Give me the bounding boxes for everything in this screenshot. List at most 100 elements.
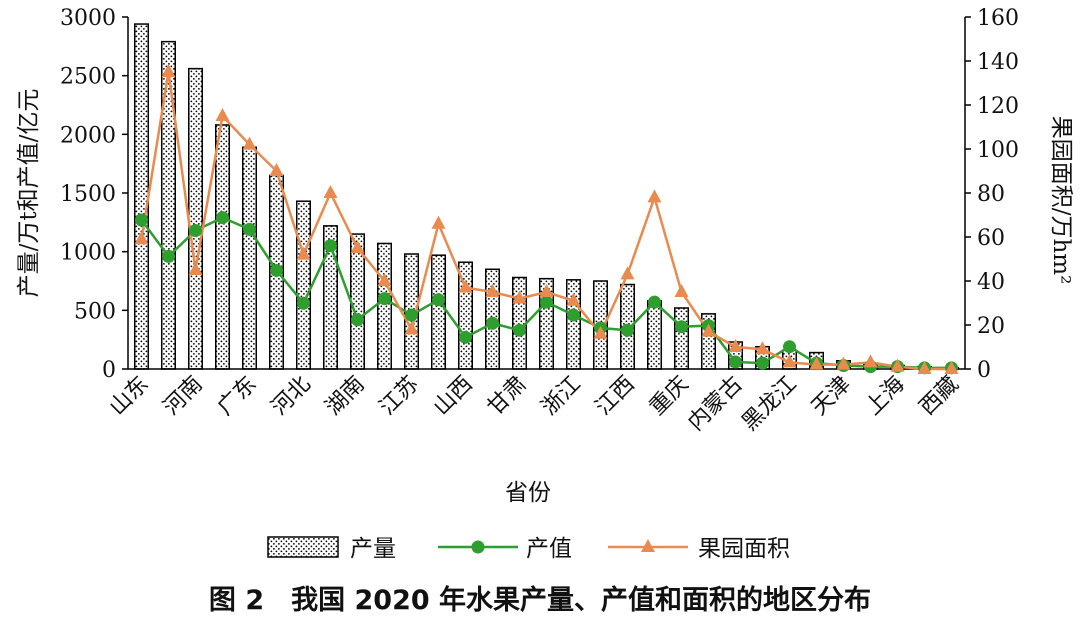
bar-output [377,242,392,370]
marker-orchard-area [809,356,824,370]
x-tick-label: 内蒙古 [683,372,747,436]
marker-orchard-area [242,136,257,150]
marker-orchard-area [890,358,905,372]
y-tick-label-left: 2000 [60,123,116,148]
y-tick-label-left: 500 [74,299,116,324]
marker-value [135,213,148,227]
legend-swatch-bar [267,536,339,558]
marker-orchard-area [512,290,527,304]
marker-value [756,356,769,370]
marker-orchard-area [269,163,284,176]
marker-value [243,222,256,236]
marker-value [351,313,364,327]
marker-orchard-area [620,266,635,280]
marker-value [729,355,742,369]
marker-value [189,224,202,238]
marker-orchard-area [647,189,662,203]
marker-orchard-area [674,284,689,297]
marker-orchard-area [188,262,203,275]
x-tick-label: 西藏 [915,372,964,421]
marker-value [297,296,310,310]
marker-orchard-area [917,361,932,374]
marker-value [486,316,499,330]
y-tick-label-left: 1500 [60,182,116,207]
bar-output [242,146,257,370]
x-tick-label: 湖南 [321,372,370,421]
marker-value [405,308,418,322]
marker-orchard-area [431,215,446,229]
x-tick-label: 江西 [591,372,640,421]
x-tick-label: 甘肃 [483,372,532,421]
y-tick-label-left: 0 [102,358,116,383]
legend: 产量 产值 果园面积 [267,536,790,562]
marker-value [432,293,445,307]
marker-orchard-area [458,279,473,293]
x-axis-title: 省份 [505,480,551,506]
bar-output [431,254,446,370]
plot-area: 0 500 1000 1500 2000 2500 3000 0 20 40 60 80 100 120 1… [60,6,1019,436]
marker-orchard-area [593,325,608,339]
marker-orchard-area [566,292,581,306]
marker-orchard-area [701,323,716,337]
y-axis-left-title: 产量/万t和产值/亿元 [16,89,42,298]
marker-value [567,308,580,322]
bar-output [647,300,662,370]
y-tick-label-left: 3000 [60,6,116,31]
marker-value [648,295,661,309]
y-tick-label-left: 1000 [60,241,116,266]
bar-output [134,23,149,370]
marker-value [459,330,472,344]
legend-swatch-area-marker [641,539,655,552]
marker-orchard-area [485,284,500,297]
legend-label-value: 产值 [526,536,572,562]
bar-output [215,124,230,370]
chart: 0 500 1000 1500 2000 2500 3000 0 20 40 60 80 100 120 1… [16,6,1074,562]
marker-value [270,263,283,277]
y-tick-label-right: 100 [977,138,1019,163]
x-tick-label: 河北 [267,372,316,421]
marker-orchard-area [539,284,554,297]
marker-value [675,320,688,334]
marker-orchard-area [728,339,743,352]
y-tick-label-right: 80 [977,182,1005,207]
y-axis-right-title: 果园面积/万hm² [1048,116,1074,285]
marker-orchard-area [296,246,311,260]
marker-orchard-area [755,341,770,355]
legend-swatch-value-marker [471,540,485,554]
legend-label-area: 果园面积 [698,536,790,562]
legend-label-output: 产量 [350,536,396,562]
marker-value [621,323,634,337]
marker-value [783,340,796,354]
y-tick-label-right: 60 [977,226,1005,251]
marker-orchard-area [350,240,365,253]
bar-output [674,307,689,370]
marker-orchard-area [836,356,851,370]
marker-orchard-area [404,321,419,335]
y-tick-label-right: 120 [977,94,1019,119]
x-tick-label: 浙江 [537,372,586,421]
marker-value [378,292,391,306]
marker-value [216,211,229,225]
y-tick-label-right: 140 [977,50,1019,75]
marker-orchard-area [377,273,392,286]
x-tick-label: 重庆 [645,372,694,421]
y-tick-label-right: 160 [977,6,1019,31]
x-tick-label: 上海 [861,372,910,421]
x-tick-label: 山西 [429,372,478,421]
y-tick-label-right: 20 [977,314,1005,339]
marker-value [540,295,553,309]
figure-caption: 图 2 我国 2020 年水果产量、产值和面积的地区分布 [208,585,872,616]
marker-orchard-area [134,231,149,245]
x-tick-label: 黑龙江 [737,372,801,436]
x-tick-label: 河南 [159,372,208,421]
x-tick-label: 天津 [807,372,856,421]
x-tick-label: 江苏 [375,372,424,421]
marker-orchard-area [161,64,176,77]
bar-output [161,40,176,370]
marker-value [162,249,175,263]
y-tick-label-right: 40 [977,270,1005,295]
marker-value [513,323,526,337]
bar-output [296,200,311,370]
marker-orchard-area [323,185,338,198]
y-tick-label-left: 2500 [60,65,116,90]
